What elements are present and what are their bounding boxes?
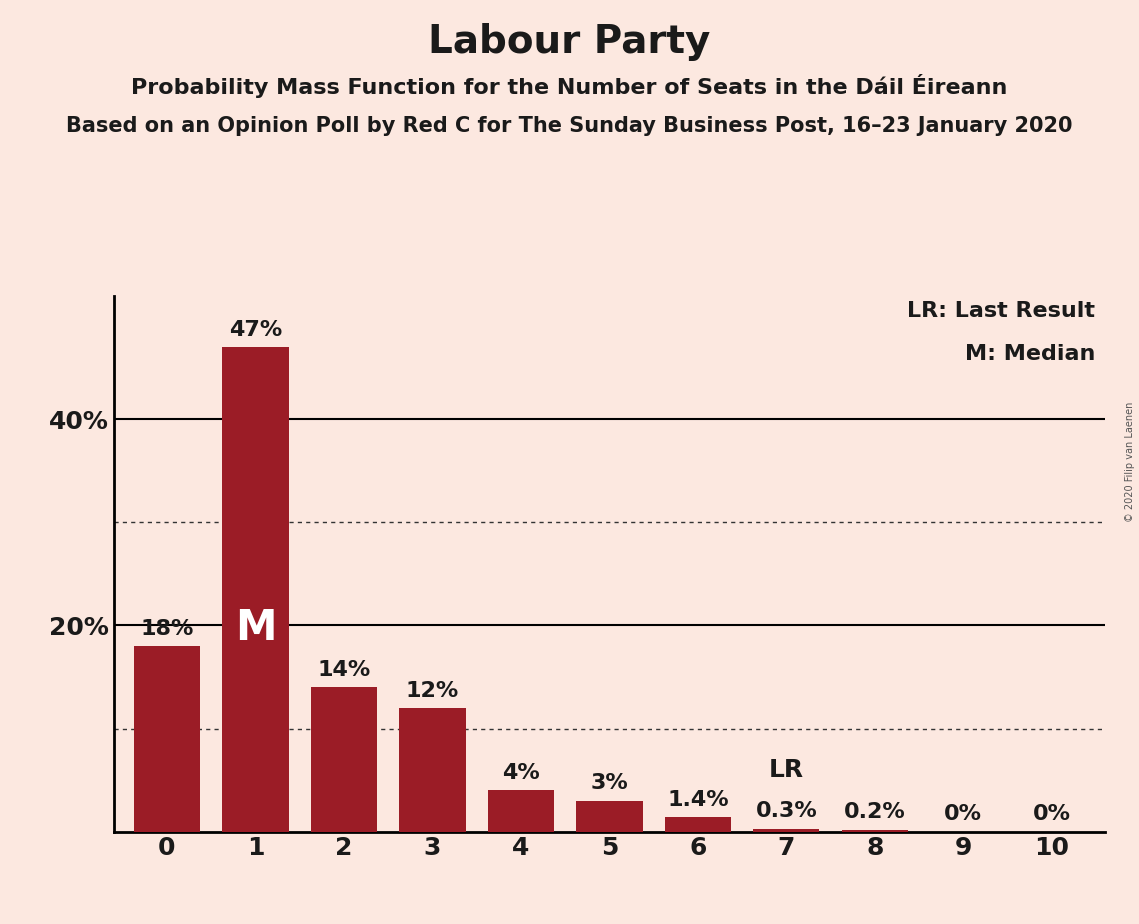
Text: 14%: 14%: [318, 660, 370, 680]
Text: 1.4%: 1.4%: [667, 790, 729, 810]
Text: 0.2%: 0.2%: [844, 802, 906, 822]
Text: LR: LR: [769, 758, 804, 782]
Text: M: M: [235, 607, 277, 650]
Text: Based on an Opinion Poll by Red C for The Sunday Business Post, 16–23 January 20: Based on an Opinion Poll by Red C for Th…: [66, 116, 1073, 136]
Bar: [665, 817, 731, 832]
Bar: [400, 708, 466, 832]
Bar: [576, 801, 642, 832]
Text: M: Median: M: Median: [965, 344, 1095, 364]
Text: 47%: 47%: [229, 320, 282, 340]
Text: 4%: 4%: [502, 763, 540, 784]
Bar: [842, 830, 908, 832]
Bar: [222, 347, 288, 832]
Bar: [133, 646, 200, 832]
Text: Probability Mass Function for the Number of Seats in the Dáil Éireann: Probability Mass Function for the Number…: [131, 74, 1008, 98]
Bar: [487, 790, 554, 832]
Text: 0.3%: 0.3%: [755, 801, 817, 821]
Text: 12%: 12%: [405, 681, 459, 700]
Text: 0%: 0%: [944, 805, 982, 824]
Text: 3%: 3%: [590, 773, 629, 794]
Text: 0%: 0%: [1033, 805, 1071, 824]
Bar: [753, 829, 819, 832]
Bar: [311, 687, 377, 832]
Text: Labour Party: Labour Party: [428, 23, 711, 61]
Text: © 2020 Filip van Laenen: © 2020 Filip van Laenen: [1125, 402, 1134, 522]
Text: LR: Last Result: LR: Last Result: [907, 301, 1095, 321]
Text: 18%: 18%: [140, 619, 194, 638]
